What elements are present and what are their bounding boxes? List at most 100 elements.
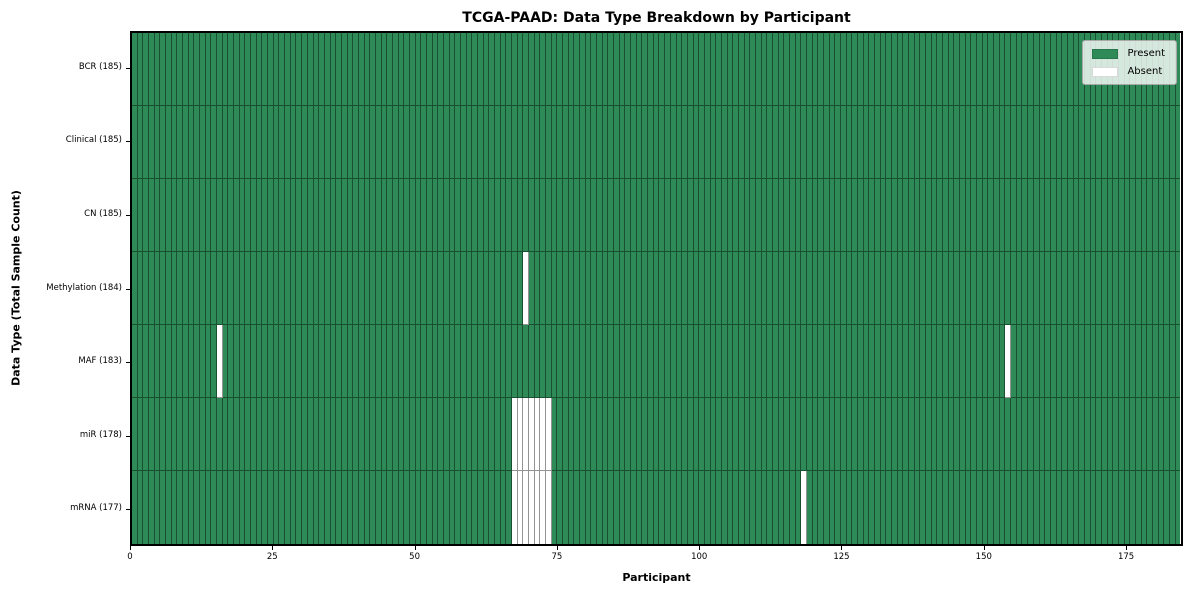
heatmap-cell-present bbox=[597, 325, 603, 398]
heatmap-cell-present bbox=[580, 471, 586, 544]
y-tick-mark bbox=[126, 215, 130, 216]
heatmap-cell-present bbox=[653, 471, 660, 544]
heatmap-cell-present bbox=[245, 106, 252, 179]
x-tick-mark bbox=[130, 546, 131, 550]
heatmap-cell-present bbox=[960, 252, 966, 325]
heatmap-cell-present bbox=[506, 325, 513, 398]
heatmap-cell-present bbox=[1175, 398, 1181, 471]
heatmap-cell-present bbox=[296, 179, 303, 252]
heatmap-cell-present bbox=[846, 252, 853, 325]
heatmap-cell-present bbox=[1056, 325, 1063, 398]
heatmap-cell-present bbox=[137, 398, 144, 471]
heatmap-cell-present bbox=[676, 106, 683, 179]
heatmap-cell-present bbox=[608, 179, 615, 252]
heatmap-cell-present bbox=[324, 252, 331, 325]
heatmap-cell-present bbox=[268, 106, 274, 179]
heatmap-cell-present bbox=[1130, 471, 1136, 544]
heatmap-cell-present bbox=[353, 33, 359, 106]
heatmap-cell-present bbox=[840, 325, 847, 398]
heatmap-cell-present bbox=[977, 398, 983, 471]
heatmap-cell-present bbox=[875, 106, 881, 179]
heatmap-cell-absent bbox=[517, 398, 524, 471]
heatmap-cell-present bbox=[563, 33, 569, 106]
heatmap-cell-present bbox=[909, 179, 915, 252]
heatmap-cell-present bbox=[733, 106, 739, 179]
heatmap-cell-present bbox=[234, 325, 240, 398]
heatmap-cell-present bbox=[880, 252, 887, 325]
heatmap-cell-present bbox=[818, 252, 824, 325]
heatmap-cell-present bbox=[1152, 179, 1159, 252]
heatmap-cell-present bbox=[943, 179, 949, 252]
heatmap-cell-absent bbox=[1005, 325, 1012, 398]
heatmap-cell-present bbox=[1073, 325, 1080, 398]
heatmap-cell-present bbox=[926, 325, 932, 398]
heatmap-cell-present bbox=[132, 398, 138, 471]
heatmap-cell-present bbox=[1028, 252, 1034, 325]
heatmap-cell-present bbox=[704, 33, 711, 106]
heatmap-cell-present bbox=[500, 179, 507, 252]
heatmap-cell-present bbox=[205, 179, 212, 252]
heatmap-cell-present bbox=[358, 179, 365, 252]
heatmap-cell-present bbox=[1011, 398, 1017, 471]
heatmap-cell-present bbox=[614, 106, 620, 179]
heatmap-cell-present bbox=[512, 325, 518, 398]
heatmap-cell-present bbox=[188, 179, 195, 252]
heatmap-cell-present bbox=[534, 252, 541, 325]
heatmap-cell-absent bbox=[523, 252, 530, 325]
heatmap-cell-present bbox=[279, 325, 286, 398]
heatmap-cell-present bbox=[982, 252, 989, 325]
heatmap-cell-present bbox=[858, 252, 864, 325]
heatmap-cell-present bbox=[625, 179, 632, 252]
heatmap-cell-present bbox=[200, 398, 206, 471]
heatmap-cell-present bbox=[302, 106, 308, 179]
heatmap-cell-present bbox=[438, 33, 444, 106]
heatmap-cell-present bbox=[398, 398, 405, 471]
heatmap-cell-present bbox=[823, 106, 830, 179]
heatmap-cell-present bbox=[840, 398, 847, 471]
heatmap-cell-present bbox=[1011, 33, 1017, 106]
heatmap-cell-present bbox=[835, 398, 841, 471]
heatmap-cell-present bbox=[149, 398, 155, 471]
heatmap-cell-present bbox=[1096, 325, 1102, 398]
heatmap-cell-present bbox=[1045, 106, 1051, 179]
x-tick-mark bbox=[841, 546, 843, 550]
heatmap-cell-present bbox=[483, 252, 490, 325]
heatmap-cell-present bbox=[1050, 33, 1057, 106]
heatmap-cell-present bbox=[931, 33, 938, 106]
heatmap-cell-present bbox=[1107, 106, 1114, 179]
heatmap-cell-present bbox=[438, 106, 444, 179]
heatmap-cell-present bbox=[614, 179, 620, 252]
heatmap-cell-present bbox=[256, 471, 263, 544]
heatmap-cell-present bbox=[415, 325, 422, 398]
heatmap-cell-present bbox=[370, 471, 376, 544]
heatmap-cell-present bbox=[580, 252, 586, 325]
heatmap-cell-present bbox=[1113, 179, 1119, 252]
heatmap-cell-present bbox=[489, 33, 495, 106]
heatmap-cell-present bbox=[285, 471, 291, 544]
heatmap-cell-present bbox=[818, 471, 824, 544]
heatmap-cell-present bbox=[1113, 325, 1119, 398]
heatmap-cell-present bbox=[443, 179, 450, 252]
heatmap-cell-present bbox=[183, 325, 189, 398]
heatmap-cell-present bbox=[347, 252, 354, 325]
heatmap-cell-present bbox=[489, 252, 495, 325]
heatmap-cell-present bbox=[659, 471, 666, 544]
heatmap-cell-present bbox=[347, 398, 354, 471]
heatmap-cell-present bbox=[160, 106, 167, 179]
heatmap-cell-present bbox=[801, 325, 807, 398]
heatmap-cell-present bbox=[1147, 179, 1153, 252]
heatmap-cell-present bbox=[392, 106, 399, 179]
heatmap-cell-present bbox=[971, 252, 978, 325]
heatmap-cell-present bbox=[228, 106, 235, 179]
heatmap-cell-present bbox=[795, 471, 802, 544]
heatmap-cell-present bbox=[154, 398, 161, 471]
heatmap-cell-present bbox=[846, 471, 853, 544]
heatmap-cell-present bbox=[727, 471, 734, 544]
heatmap-cell-present bbox=[489, 398, 495, 471]
heatmap-cell-present bbox=[466, 325, 473, 398]
heatmap-cell-present bbox=[472, 33, 478, 106]
heatmap-cell-present bbox=[472, 398, 478, 471]
heatmap-cell-present bbox=[1011, 325, 1017, 398]
heatmap-cell-present bbox=[1096, 471, 1102, 544]
heatmap-cell-present bbox=[625, 325, 632, 398]
